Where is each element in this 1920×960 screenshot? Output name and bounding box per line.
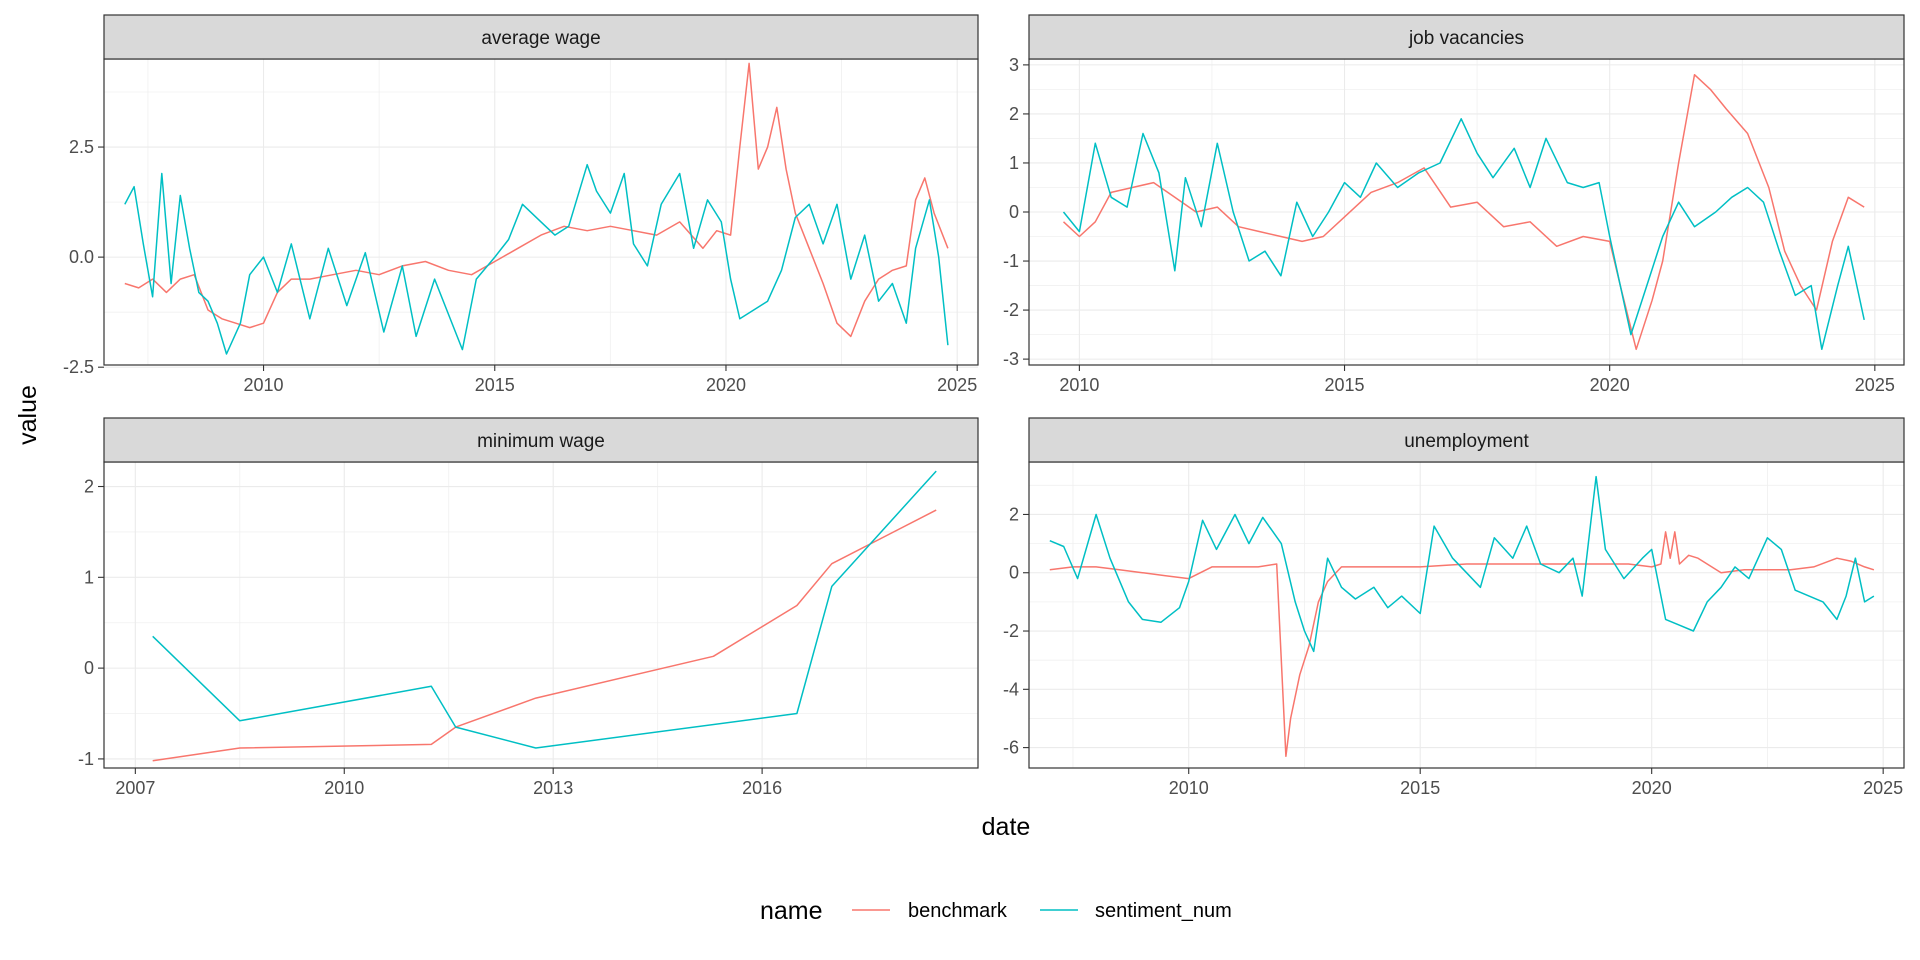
series-line-job-vacancies-sentiment_num <box>1062 118 1865 351</box>
x-tick-label: 2016 <box>742 778 782 798</box>
facet-average-wage: average wage 2010 2015 2020 2025 -2.5 0.0 2.5 <box>63 14 979 395</box>
x-tick-label: 2025 <box>1863 778 1903 798</box>
x-tick-label: 2025 <box>937 375 977 395</box>
series-line-average-wage-sentiment_num <box>124 163 949 355</box>
facet-unemployment: unemployment 2010 2015 2020 2025 -6 -4 -2 0 2 <box>1003 417 1905 798</box>
series-line-minimum-wage-benchmark <box>152 509 937 762</box>
panel-background <box>1029 462 1904 768</box>
series-line-minimum-wage-sentiment_num <box>152 470 937 749</box>
y-tick-label: 3 <box>1009 55 1019 75</box>
legend-title: name <box>760 897 823 925</box>
y-tick-label: 2 <box>84 477 94 497</box>
facet-strip-label: job vacancies <box>1408 28 1524 49</box>
x-tick-label: 2020 <box>1632 778 1672 798</box>
y-tick-label: 0.0 <box>69 247 94 267</box>
legend-label-benchmark: benchmark <box>908 900 1008 922</box>
x-tick-label: 2010 <box>1169 778 1209 798</box>
y-axis-title: value <box>14 385 42 445</box>
x-axis-title: date <box>982 813 1031 841</box>
legend: name benchmark sentiment_num <box>760 897 1232 925</box>
facet-strip <box>1028 417 1905 463</box>
y-tick-label: -2 <box>1003 300 1019 320</box>
series-line-unemployment-benchmark <box>1049 531 1875 758</box>
y-tick-label: 1 <box>1009 153 1019 173</box>
y-tick-label: 0 <box>1009 202 1019 222</box>
series-line-job-vacancies-benchmark <box>1062 73 1865 351</box>
y-tick-label: 2.5 <box>69 137 94 157</box>
y-tick-label: 2 <box>1009 504 1019 524</box>
x-tick-label: 2015 <box>475 375 515 395</box>
facet-strip <box>103 14 979 60</box>
x-tick-label: 2015 <box>1400 778 1440 798</box>
facet-job-vacancies: job vacancies 2010 2015 2020 2025 -3 -2 -1 0 1 2 3 <box>1003 14 1905 395</box>
x-tick-label: 2025 <box>1855 375 1895 395</box>
facet-strip <box>103 417 979 463</box>
y-tick-label: -6 <box>1003 738 1019 758</box>
series-line-unemployment-sentiment_num <box>1049 475 1875 653</box>
panel-background <box>104 462 978 768</box>
y-tick-label: 0 <box>84 658 94 678</box>
y-tick-label: 2 <box>1009 104 1019 124</box>
x-tick-label: 2020 <box>1590 375 1630 395</box>
facet-strip-label: unemployment <box>1404 431 1529 452</box>
series-line-average-wage-benchmark <box>124 62 949 338</box>
x-tick-label: 2013 <box>533 778 573 798</box>
y-tick-label: -2.5 <box>63 357 94 377</box>
y-tick-label: 1 <box>84 567 94 587</box>
y-tick-label: -3 <box>1003 349 1019 369</box>
x-tick-label: 2010 <box>324 778 364 798</box>
x-tick-label: 2007 <box>115 778 155 798</box>
y-tick-label: 0 <box>1009 563 1019 583</box>
y-tick-label: -1 <box>1003 251 1019 271</box>
x-tick-label: 2010 <box>244 375 284 395</box>
legend-label-sentiment_num: sentiment_num <box>1095 900 1232 922</box>
panel-background <box>104 59 978 365</box>
facet-strip-label: average wage <box>481 28 600 49</box>
x-tick-label: 2020 <box>706 375 746 395</box>
y-tick-label: -1 <box>78 749 94 769</box>
y-tick-label: -2 <box>1003 621 1019 641</box>
facet-strip <box>1028 14 1905 60</box>
facet-strip-label: minimum wage <box>477 431 605 452</box>
y-tick-label: -4 <box>1003 679 1019 699</box>
x-tick-label: 2015 <box>1325 375 1365 395</box>
facet-minimum-wage: minimum wage 2007 2010 2013 2016 -1 0 1 2 <box>78 417 979 798</box>
x-tick-label: 2010 <box>1059 375 1099 395</box>
